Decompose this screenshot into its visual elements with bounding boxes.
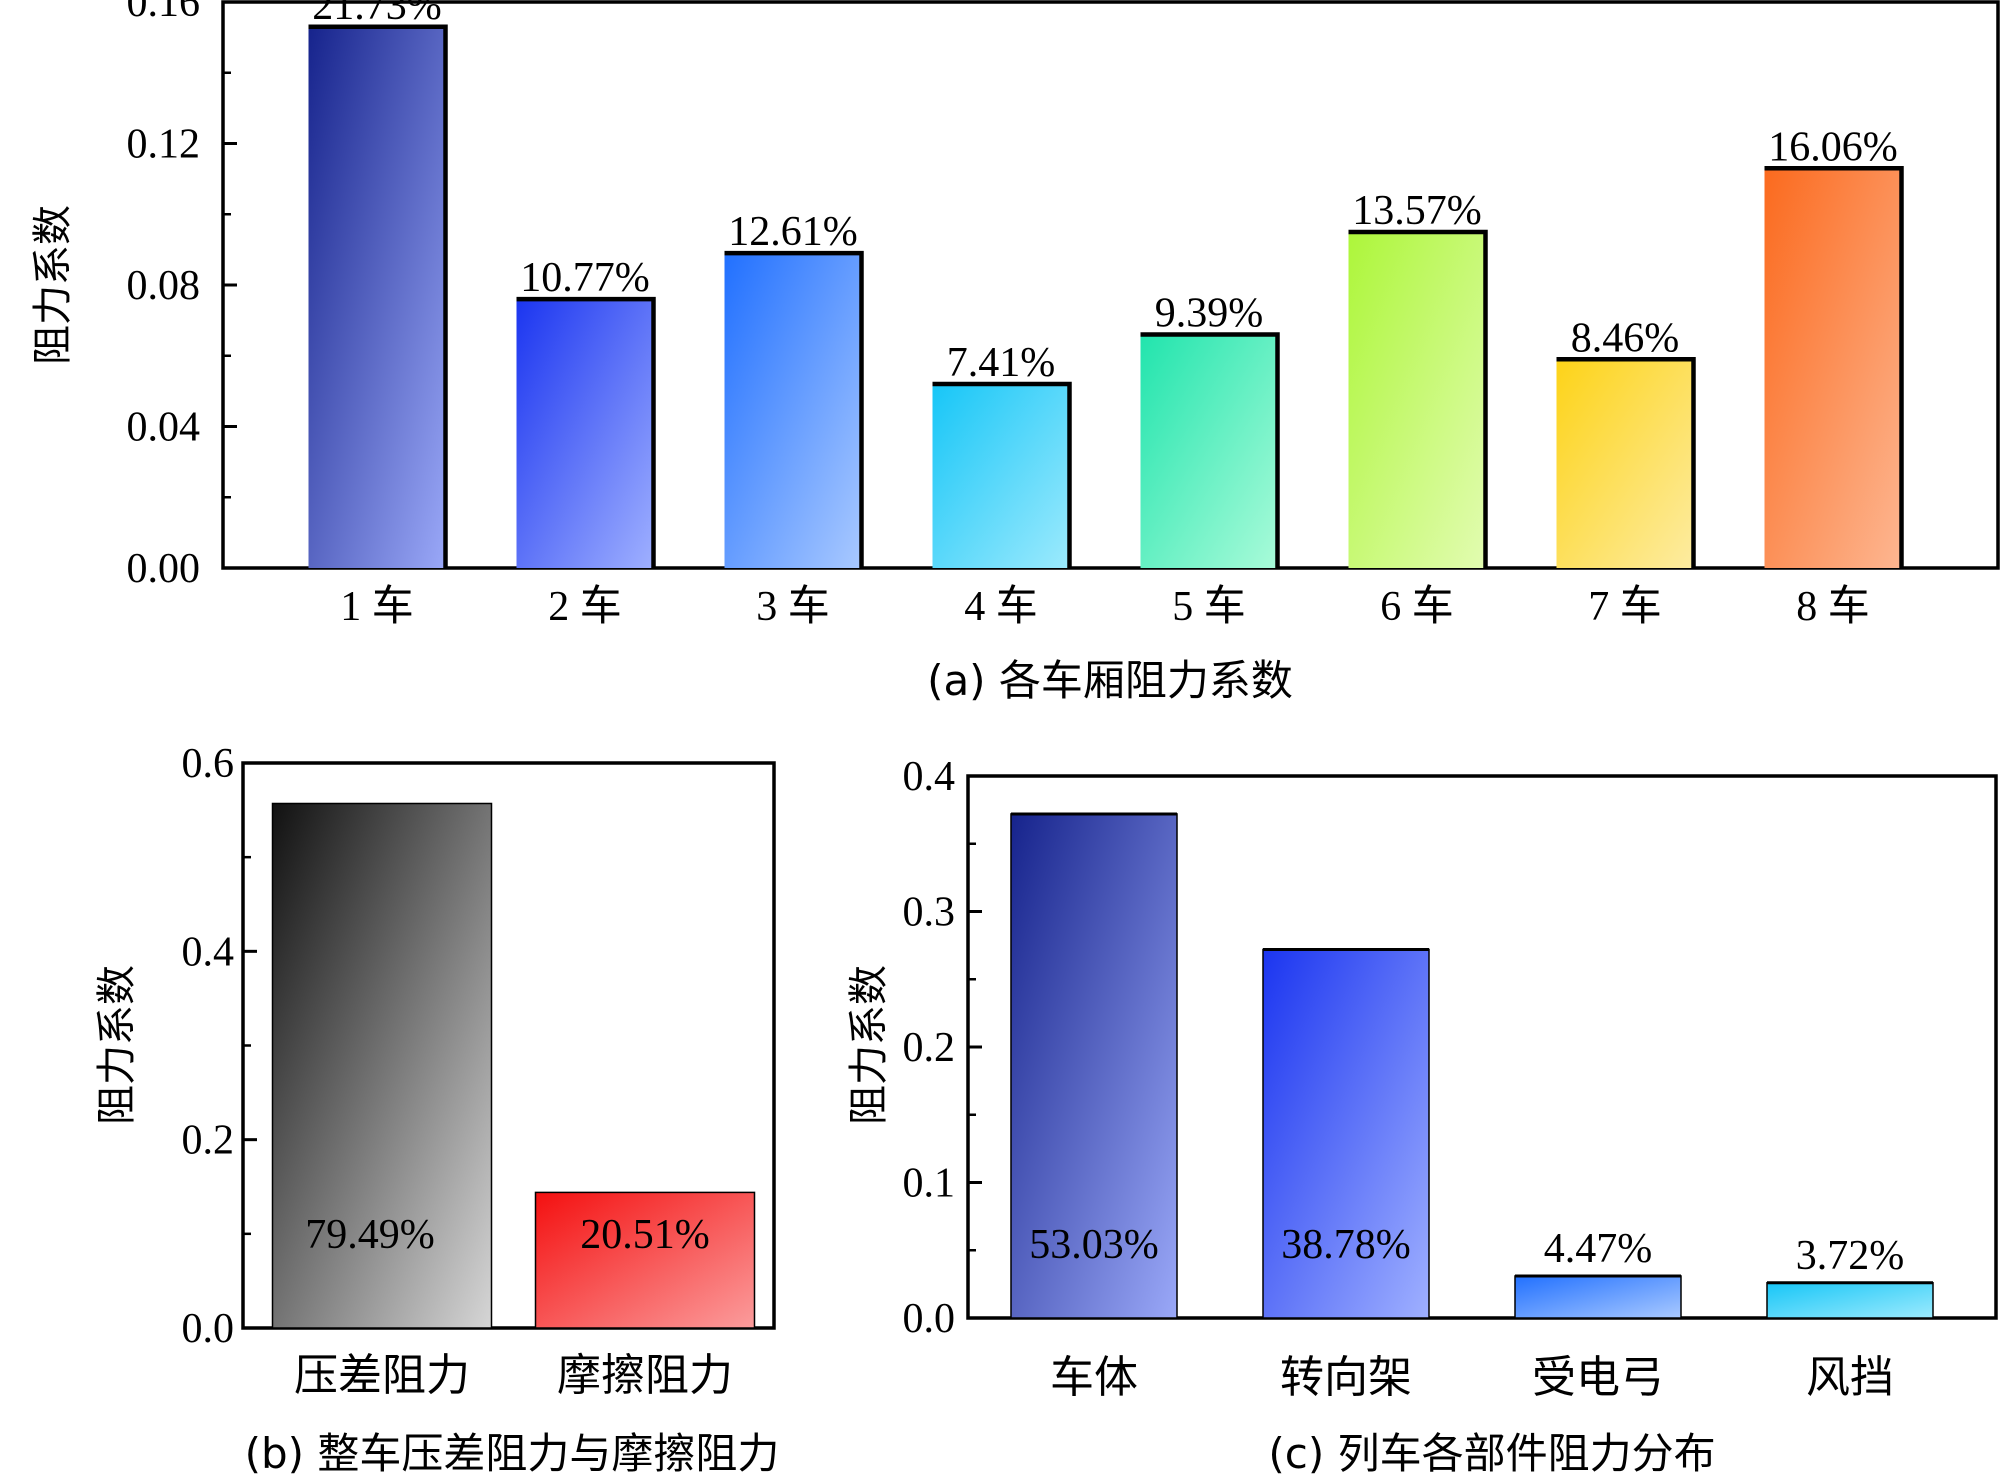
y-axis: 0.0 0.2 0.4 0.6	[182, 741, 257, 1352]
bar-series: 79.49% 20.51%	[271, 802, 756, 1329]
x-tick-label: 3 车	[756, 584, 830, 630]
chart-caption: (b) 整车压差阻力与摩擦阻力	[245, 1429, 780, 1478]
y-axis-label: 阻力系数	[30, 205, 76, 365]
y-tick-label: 0.08	[127, 263, 201, 309]
y-tick-label: 0.2	[903, 1025, 956, 1071]
plot-frame	[221, 0, 2000, 570]
data-label: 12.61%	[728, 209, 858, 255]
y-tick-label: 0.3	[903, 890, 956, 936]
bar-series: 21.73% 10.77% 12.61% 7.41% 9.39% 13.57% 8.46% 1…	[308, 0, 1904, 568]
x-axis: 1 车 2 车 3 车 4 车 5 车 6 车 7 车 8 车	[340, 584, 1870, 630]
chart-caption: (a) 各车厢阻力系数	[927, 656, 1293, 705]
x-tick-label: 5 车	[1172, 584, 1246, 630]
x-tick-label: 1 车	[340, 584, 414, 630]
y-tick-label: 0.4	[903, 754, 956, 800]
y-tick-label: 0.1	[903, 1161, 956, 1207]
data-label: 3.72%	[1796, 1233, 1905, 1279]
data-label: 38.78%	[1281, 1222, 1411, 1268]
bar	[1140, 334, 1278, 568]
bar	[724, 253, 862, 568]
x-tick-label: 风挡	[1806, 1352, 1894, 1403]
bar	[534, 1191, 756, 1329]
bar	[1348, 231, 1486, 568]
x-tick-label: 8 车	[1796, 584, 1870, 630]
bar	[516, 299, 654, 568]
data-label: 21.73%	[312, 0, 442, 29]
y-tick-label: 0.16	[127, 0, 201, 26]
y-tick-label: 0.4	[182, 929, 235, 975]
y-axis-label: 阻力系数	[94, 965, 140, 1125]
x-axis: 车体 转向架 受电弓 风挡	[1050, 1352, 1894, 1403]
x-tick-label: 车体	[1050, 1352, 1138, 1403]
data-label: 16.06%	[1768, 124, 1898, 170]
x-tick-label: 摩擦阻力	[557, 1350, 733, 1401]
data-label: 4.47%	[1544, 1226, 1653, 1272]
bar-outline	[1348, 229, 1488, 568]
chart-c: 0.0 0.1 0.2 0.3 0.4 53.03% 38.78% 4.47% 3.72% 车…	[846, 754, 1998, 1478]
bar	[308, 26, 446, 568]
bar	[1766, 1282, 1934, 1319]
x-tick-label: 压差阻力	[294, 1350, 470, 1401]
data-label: 7.41%	[947, 340, 1056, 386]
x-tick-label: 7 车	[1588, 584, 1662, 630]
data-label: 10.77%	[520, 255, 650, 301]
bar	[1556, 359, 1694, 568]
y-tick-label: 0.0	[903, 1296, 956, 1342]
chart-b: 0.00.20.40.6 79.49% 20.51% 压差阻力 摩擦阻力 阻力系数 …	[94, 741, 779, 1478]
bar-outline	[1140, 332, 1280, 568]
y-tick-label: 0.2	[182, 1118, 235, 1164]
x-tick-label: 受电弓	[1532, 1352, 1664, 1403]
x-tick-label: 2 车	[548, 584, 622, 630]
bar	[1764, 168, 1902, 568]
bar	[271, 802, 493, 1329]
bar-series: 53.03% 38.78% 4.47% 3.72%	[1010, 812, 1934, 1319]
bar	[932, 384, 1070, 568]
y-tick-label: 0.12	[127, 122, 201, 168]
y-axis: 0.0 0.1 0.2 0.3 0.4	[903, 754, 982, 1342]
data-label: 53.03%	[1029, 1222, 1159, 1268]
bar	[1514, 1275, 1682, 1319]
bar-outline	[516, 296, 656, 568]
chart-caption: (c) 列车各部件阻力分布	[1268, 1429, 1715, 1478]
chart-a: 0.00 0.04 0.08 0.12 0.16 21.73% 10.77% 12.61% 7…	[30, 0, 2000, 705]
x-axis: 压差阻力 摩擦阻力	[294, 1350, 733, 1401]
data-label: 79.49%	[305, 1212, 435, 1258]
y-tick-label: 0.6	[182, 741, 235, 787]
x-tick-label: 4 车	[964, 584, 1038, 630]
data-label: 13.57%	[1352, 188, 1482, 234]
y-axis-label: 阻力系数	[846, 965, 892, 1125]
bar-outline	[1556, 357, 1696, 568]
data-label: 9.39%	[1155, 291, 1264, 337]
data-label: 20.51%	[580, 1212, 710, 1258]
y-tick-label: 0.00	[127, 546, 201, 592]
y-axis: 0.00 0.04 0.08 0.12 0.16	[127, 0, 237, 592]
bar-outline	[308, 24, 448, 568]
y-tick-label: 0.0	[182, 1306, 235, 1352]
y-tick-label: 0.04	[127, 405, 201, 451]
bar-outline	[1764, 166, 1904, 568]
bar	[1010, 813, 1178, 1319]
bar	[1262, 948, 1430, 1319]
bar-outline	[724, 250, 864, 568]
x-tick-label: 转向架	[1280, 1352, 1412, 1403]
data-label: 8.46%	[1571, 315, 1680, 361]
bar-outline	[932, 381, 1072, 568]
x-tick-label: 6 车	[1380, 584, 1454, 630]
